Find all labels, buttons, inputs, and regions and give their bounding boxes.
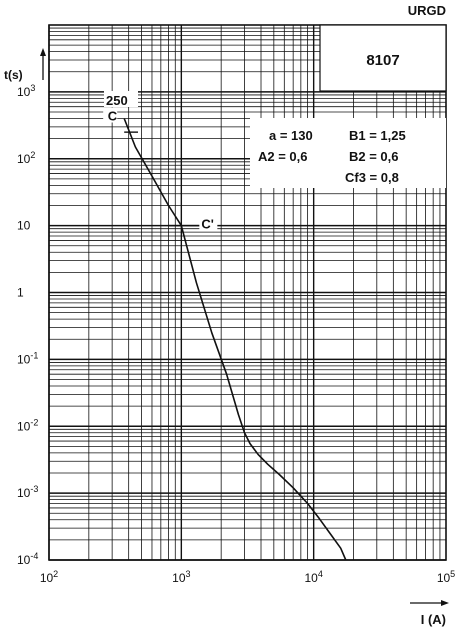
y-tick-label: 10-3 xyxy=(17,484,38,500)
code-label: URGD xyxy=(408,3,446,18)
marker-250-bg xyxy=(104,91,138,107)
y-tick-label: 10-4 xyxy=(17,551,38,567)
y-tick-label: 102 xyxy=(17,150,35,166)
point-label: C' xyxy=(201,217,213,232)
reference-label: 8107 xyxy=(366,52,399,69)
y-tick-label: 1 xyxy=(17,286,24,300)
param-b1: B1 = 1,25 xyxy=(349,128,406,143)
y-tick-label: 103 xyxy=(17,83,35,99)
y-tick-label: 10-1 xyxy=(17,350,38,366)
x-tick-labels: 102 103 104 105 xyxy=(40,569,455,585)
x-tick-label: 105 xyxy=(437,569,455,585)
param-b2: B2 = 0,6 xyxy=(349,149,399,164)
point-label: C xyxy=(108,108,118,123)
x-axis-label: I (A) xyxy=(421,612,446,627)
y-axis-label: t(s) xyxy=(4,68,23,82)
x-axis-arrow-head xyxy=(441,600,449,606)
plot-frame xyxy=(48,24,447,561)
x-tick-label: 103 xyxy=(172,569,190,585)
parameters-box xyxy=(250,118,446,188)
curve-line xyxy=(123,118,347,561)
grid-lines xyxy=(48,24,447,561)
x-tick-label: 102 xyxy=(40,569,58,585)
point-label-bg xyxy=(199,215,218,231)
y-axis-arrow-head xyxy=(40,48,46,56)
point-label-bg xyxy=(103,107,118,123)
marker-250-label: 250 xyxy=(106,93,128,108)
y-tick-label: 10-2 xyxy=(17,417,38,433)
param-cf3: Cf3 = 0,8 xyxy=(345,170,399,185)
reference-box xyxy=(319,24,447,92)
param-a2: A2 = 0,6 xyxy=(258,149,308,164)
param-a: a = 130 xyxy=(269,128,313,143)
x-tick-label: 104 xyxy=(304,569,322,585)
point-labels: C C' xyxy=(103,107,218,232)
y-tick-label: 10 xyxy=(17,219,31,233)
